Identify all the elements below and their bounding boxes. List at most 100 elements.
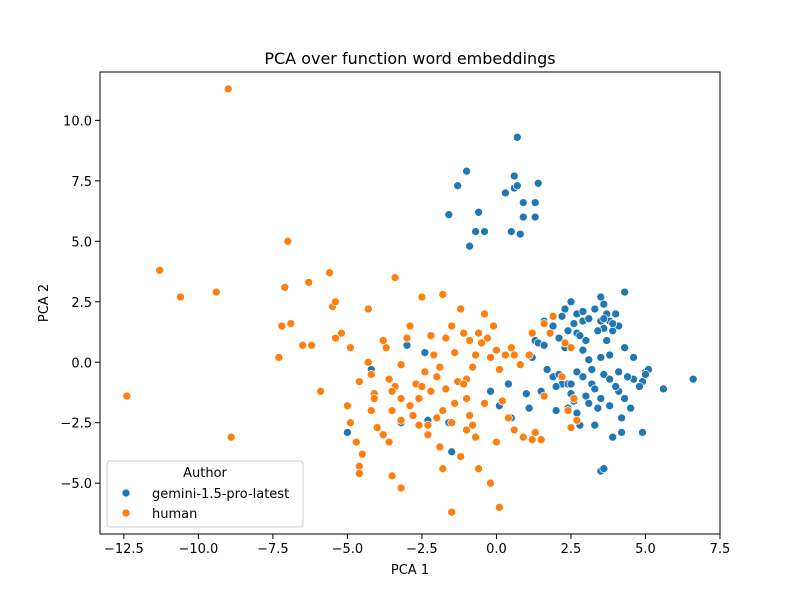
y-tick-label: 0.0 <box>71 356 92 371</box>
x-tick-label: 5.0 <box>635 542 656 557</box>
human-point <box>539 391 549 401</box>
human-point <box>280 282 290 292</box>
human-point <box>471 350 480 360</box>
gemini-point <box>572 408 582 418</box>
gemini-point <box>659 384 668 394</box>
gemini-point <box>596 292 606 302</box>
y-tick-label: 7.5 <box>71 175 92 190</box>
gemini-point <box>596 394 606 403</box>
human-point <box>536 435 546 445</box>
human-point <box>155 265 164 275</box>
human-point <box>432 372 442 382</box>
x-axis: −12.5 −10.0 −7.5 −5.0 −2.5 0.0 2.5 5.0 7.5 <box>104 534 730 557</box>
human-point <box>495 365 504 374</box>
gemini-point <box>560 304 570 314</box>
human-point <box>492 437 501 447</box>
gemini-point <box>641 370 650 379</box>
y-tick-label: 5.0 <box>71 235 92 250</box>
x-tick-label: −7.5 <box>257 542 289 557</box>
human-point <box>447 418 457 428</box>
human-point <box>405 321 415 331</box>
human-point <box>363 357 373 367</box>
human-point <box>423 420 433 430</box>
gemini-point <box>590 420 600 430</box>
gemini-point <box>614 367 624 377</box>
human-point <box>474 328 483 338</box>
gemini-point <box>480 227 489 236</box>
gemini-point <box>530 212 540 222</box>
human-point <box>307 340 316 350</box>
gemini-point <box>599 370 609 379</box>
human-point <box>447 321 457 331</box>
gemini-point <box>620 343 629 353</box>
gemini-point <box>584 355 594 365</box>
human-point <box>465 336 474 345</box>
human-point <box>346 343 355 353</box>
gemini-point <box>518 212 528 222</box>
human-point <box>548 311 558 321</box>
points-layer <box>122 84 698 517</box>
x-axis-label: PCA 1 <box>391 563 429 578</box>
gemini-point <box>542 365 552 374</box>
human-point <box>390 273 400 282</box>
legend-label-human: human <box>152 507 197 522</box>
gemini-point <box>504 379 513 389</box>
human-point <box>480 309 489 319</box>
y-tick-label: 2.5 <box>71 296 92 311</box>
gemini-point <box>611 309 621 319</box>
human-point <box>283 236 293 246</box>
human-point <box>498 396 507 406</box>
human-point <box>509 350 519 360</box>
human-point <box>515 360 525 370</box>
human-point <box>277 321 287 331</box>
human-point <box>492 345 501 355</box>
y-axis-label: PCA 2 <box>37 284 52 322</box>
human-point <box>468 420 477 430</box>
gemini-point <box>444 210 454 220</box>
human-point <box>462 394 471 403</box>
human-point <box>363 304 373 314</box>
human-point <box>429 350 439 360</box>
gemini-point <box>471 227 480 236</box>
human-point <box>459 328 469 338</box>
human-point <box>438 464 448 474</box>
human-point <box>483 333 492 343</box>
human-point <box>423 430 433 440</box>
legend-marker-gemini <box>121 488 131 498</box>
gemini-point <box>569 319 579 328</box>
human-point <box>354 469 364 478</box>
human-point <box>331 333 340 343</box>
legend-box <box>106 460 304 528</box>
gemini-point <box>521 389 531 399</box>
human-point <box>524 350 534 360</box>
human-point <box>560 338 570 348</box>
y-tick-label: −2.5 <box>60 417 92 432</box>
human-point <box>223 84 233 94</box>
human-point <box>432 413 442 423</box>
human-point <box>456 452 466 461</box>
human-point <box>396 415 406 425</box>
x-tick-label: −2.5 <box>406 542 438 557</box>
x-tick-label: 0.0 <box>486 542 507 557</box>
gemini-point <box>548 321 558 331</box>
gemini-point <box>602 336 612 345</box>
human-point <box>447 507 457 517</box>
plot-frame <box>99 71 721 535</box>
y-axis: −5.0 −2.5 0.0 2.5 5.0 7.5 10.0 <box>60 114 100 492</box>
human-point <box>226 432 236 442</box>
human-point <box>465 411 474 420</box>
human-point <box>572 415 582 425</box>
human-point <box>357 449 367 459</box>
human-point <box>518 432 528 442</box>
human-point <box>569 394 579 403</box>
human-point <box>441 384 451 394</box>
gemini-point <box>474 207 483 217</box>
gemini-point <box>465 241 474 251</box>
human-point <box>489 321 498 331</box>
gemini-point <box>590 304 600 314</box>
human-point <box>539 319 549 328</box>
human-point <box>566 343 576 353</box>
human-point <box>426 386 436 396</box>
human-point <box>402 333 412 343</box>
chart-title: PCA over function word embeddings <box>264 49 555 68</box>
